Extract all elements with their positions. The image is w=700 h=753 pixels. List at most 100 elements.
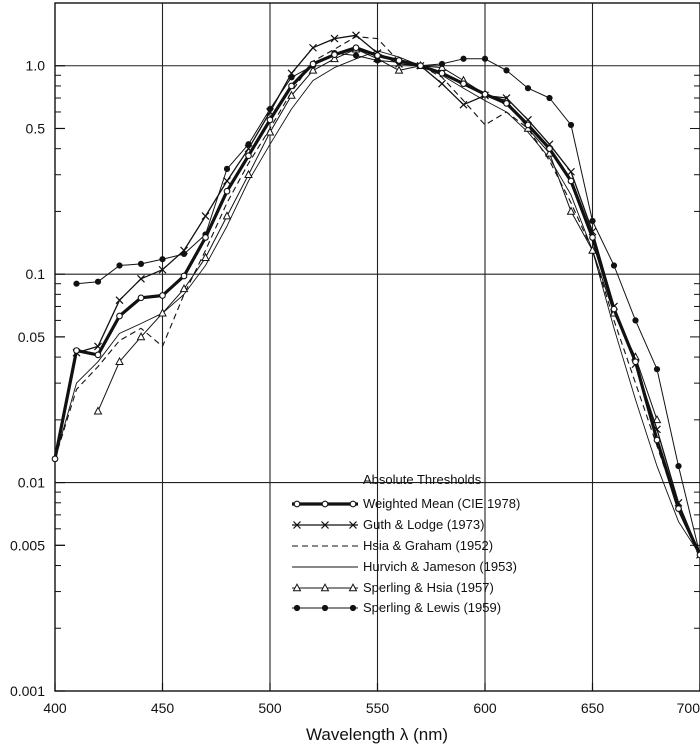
- data-point-x: [459, 100, 468, 109]
- data-point-dot: [293, 604, 301, 612]
- data-point-circle: [675, 505, 682, 512]
- data-point-circle: [331, 51, 338, 59]
- data-point-triangle: [308, 65, 318, 74]
- data-point-circle: [266, 116, 274, 124]
- data-point-circle: [288, 82, 295, 90]
- data-point-x: [438, 79, 446, 88]
- data-point-circle: [94, 351, 102, 359]
- data-point-circle: [116, 312, 123, 320]
- data-point-circle: [481, 90, 489, 98]
- data-point-circle: [546, 145, 553, 153]
- data-point-dot: [349, 604, 357, 612]
- data-point-dot: [94, 278, 102, 285]
- data-point-dot: [460, 55, 467, 62]
- data-point-circle: [374, 52, 381, 59]
- legend-label: Sperling & Hsia (1957): [363, 580, 494, 595]
- y-tick-label: 0.1: [26, 266, 46, 282]
- data-point-dot: [223, 165, 231, 172]
- data-point-x: [309, 43, 317, 52]
- data-point-circle: [395, 57, 403, 64]
- y-tick-label: 1.0: [26, 58, 46, 74]
- legend-label: Hurvich & Jameson (1953): [363, 559, 517, 574]
- data-point-x: [180, 246, 188, 255]
- data-point-dot: [374, 57, 381, 64]
- data-point-circle: [417, 62, 424, 70]
- data-point-circle: [460, 80, 467, 88]
- legend-item: Guth & Lodge (1973): [292, 517, 484, 532]
- x-axis-title: Wavelength λ (nm): [306, 725, 448, 744]
- data-point-dot: [503, 67, 510, 74]
- data-point-triangle: [265, 127, 275, 136]
- data-point-dot: [546, 94, 553, 102]
- data-point-circle: [567, 177, 575, 185]
- x-tick-label: 500: [258, 700, 282, 716]
- data-point-dot: [675, 462, 682, 470]
- data-point-x: [567, 167, 575, 176]
- data-point-circle: [223, 187, 231, 195]
- data-point-triangle: [93, 406, 103, 415]
- data-point-triangle: [320, 583, 330, 592]
- data-point-circle: [503, 100, 510, 107]
- legend-label: Weighted Mean (CIE 1978): [363, 496, 520, 511]
- data-point-triangle: [348, 583, 358, 592]
- data-point-dot: [589, 217, 596, 225]
- data-point-x: [201, 212, 210, 220]
- data-point-dot: [481, 55, 489, 62]
- data-point-circle: [349, 500, 357, 508]
- data-point-x: [352, 31, 360, 40]
- data-point-x: [137, 274, 145, 283]
- data-point-dot: [653, 366, 661, 373]
- data-point-x: [115, 296, 124, 305]
- x-tick-label: 600: [473, 700, 497, 716]
- x-tick-label: 650: [581, 700, 605, 716]
- data-point-triangle: [179, 284, 189, 293]
- legend: Absolute Thresholds Weighted Mean (CIE 19…: [292, 472, 520, 615]
- data-point-triangle: [287, 90, 296, 99]
- data-point-circle: [696, 551, 700, 559]
- data-point-circle: [73, 347, 80, 354]
- data-point-circle: [352, 44, 360, 52]
- series-line: [54, 36, 700, 556]
- data-point-x: [349, 521, 357, 529]
- data-point-dot: [632, 317, 639, 324]
- data-point-circle: [137, 294, 145, 302]
- data-point-dot: [159, 256, 166, 263]
- data-point-circle: [202, 234, 209, 241]
- data-point-dot: [73, 280, 80, 287]
- data-point-dot: [116, 262, 123, 269]
- data-point-dot: [137, 260, 145, 268]
- data-point-dot: [321, 604, 329, 612]
- data-point-circle: [632, 358, 639, 366]
- data-point-dot: [610, 262, 618, 269]
- data-point-circle: [438, 69, 446, 77]
- data-point-triangle: [136, 332, 146, 341]
- legend-item: Sperling & Lewis (1959): [292, 600, 501, 615]
- y-tick-label: 0.001: [10, 683, 45, 699]
- data-point-triangle: [201, 252, 210, 261]
- data-point-x: [293, 521, 301, 529]
- data-point-circle: [159, 292, 166, 299]
- series-line: [51, 44, 700, 559]
- legend-item: Hurvich & Jameson (1953): [292, 559, 517, 574]
- legend-item: Sperling & Hsia (1957): [292, 580, 494, 595]
- y-tick-label: 0.01: [18, 475, 45, 491]
- series-group: [51, 31, 700, 559]
- x-axis: 400 450 500 550 600 650 700: [43, 683, 700, 716]
- legend-label: Hsia & Graham (1952): [363, 538, 493, 553]
- data-point-circle: [524, 121, 532, 129]
- data-point-triangle: [588, 245, 597, 254]
- data-point-triangle: [394, 65, 404, 74]
- data-point-dot: [438, 60, 446, 68]
- legend-label: Guth & Lodge (1973): [363, 517, 484, 532]
- data-point-circle: [180, 272, 188, 280]
- legend-label: Sperling & Lewis (1959): [363, 600, 501, 615]
- y-axis: 0.001 0.005 0.01 0.05 0.1 0.5 1.0: [10, 58, 65, 699]
- y-tick-label: 0.5: [26, 120, 46, 136]
- data-point-circle: [309, 60, 317, 68]
- x-tick-label: 450: [151, 700, 175, 716]
- data-point-circle: [610, 305, 618, 313]
- legend-item: Hsia & Graham (1952): [292, 538, 493, 553]
- x-tick-label: 700: [677, 700, 700, 716]
- data-point-x: [287, 69, 296, 78]
- data-point-dot: [567, 121, 575, 129]
